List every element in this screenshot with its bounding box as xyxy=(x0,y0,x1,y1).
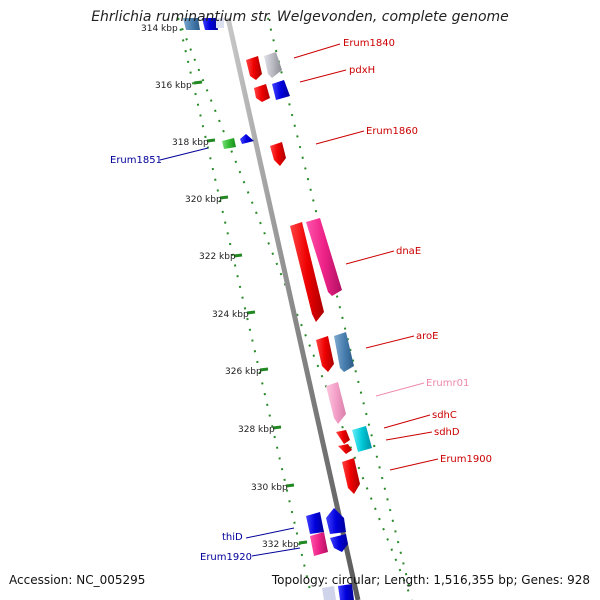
gene-feature[interactable] xyxy=(330,534,348,552)
ruler-tick xyxy=(219,195,229,200)
gene-feature[interactable] xyxy=(322,586,336,600)
leader-line xyxy=(383,414,431,429)
leader-line xyxy=(299,69,347,83)
ruler-tick xyxy=(272,425,282,430)
ruler-tick xyxy=(206,138,216,143)
leader-line xyxy=(293,43,341,59)
leader-line xyxy=(245,527,295,539)
gene-feature[interactable] xyxy=(326,382,346,424)
gene-feature[interactable] xyxy=(290,222,324,322)
leader-line xyxy=(251,547,301,557)
leader-line xyxy=(385,431,433,441)
gene-label-erum1900[interactable]: Erum1900 xyxy=(440,454,492,465)
genome-backbone xyxy=(225,17,361,600)
ruler-label: 324 kbp xyxy=(212,310,249,320)
gene-feature[interactable] xyxy=(272,80,290,100)
ruler-tick xyxy=(298,540,308,545)
map-title: Ehrlichia ruminantium str. Welgevonden, … xyxy=(91,9,509,25)
gene-feature[interactable] xyxy=(338,444,352,454)
leader-line xyxy=(375,382,425,397)
gene-feature[interactable] xyxy=(336,430,350,444)
gene-feature[interactable] xyxy=(316,336,334,372)
ruler-label: 318 kbp xyxy=(172,138,209,148)
ruler-tick xyxy=(193,80,203,85)
label-leaders xyxy=(159,43,439,557)
ruler-label: 332 kbp xyxy=(262,540,299,550)
gene-feature[interactable] xyxy=(338,584,354,600)
gene-feature[interactable] xyxy=(183,18,200,30)
ruler-label: 316 kbp xyxy=(155,81,192,91)
gene-label-thid[interactable]: thiD xyxy=(222,532,243,543)
leader-line xyxy=(159,147,209,161)
gene-label-pdxh[interactable]: pdxH xyxy=(349,65,375,76)
ruler-tick xyxy=(259,367,269,372)
leader-line xyxy=(315,130,365,145)
leader-line xyxy=(365,335,415,349)
gene-label-erum1840[interactable]: Erum1840 xyxy=(343,38,395,49)
leader-line xyxy=(389,458,439,471)
gene-feature[interactable] xyxy=(306,218,342,296)
gene-feature[interactable] xyxy=(222,138,236,149)
ruler-labels: 314 kbp 316 kbp 318 kbp 320 kbp 322 kbp … xyxy=(141,24,299,550)
gene-feature[interactable] xyxy=(246,56,262,80)
ruler-tick xyxy=(285,483,295,488)
gene-feature[interactable] xyxy=(216,18,224,28)
gene-label-aroe[interactable]: aroE xyxy=(416,331,438,342)
gene-feature[interactable] xyxy=(352,426,372,452)
ruler-label: 326 kbp xyxy=(225,367,262,377)
ruler-label: 322 kbp xyxy=(199,252,236,262)
gene-features xyxy=(183,18,372,600)
gene-label-sdhd[interactable]: sdhD xyxy=(434,427,460,438)
gene-feature[interactable] xyxy=(264,52,282,78)
gene-feature[interactable] xyxy=(334,332,354,372)
gene-labels: Erum1840 pdxH Erum1860 Erum1851 dnaE aro… xyxy=(110,38,492,563)
gene-feature[interactable] xyxy=(306,512,324,534)
ruler-label: 328 kbp xyxy=(238,425,275,435)
ruler-tick xyxy=(246,310,256,315)
gene-feature[interactable] xyxy=(342,458,360,494)
accession-label: Accession: NC_005295 xyxy=(9,573,146,587)
ruler-tick xyxy=(233,253,243,258)
gene-feature[interactable] xyxy=(310,532,328,556)
gene-label-sdhc[interactable]: sdhC xyxy=(432,410,457,421)
gene-feature[interactable] xyxy=(254,84,270,102)
gene-feature[interactable] xyxy=(240,134,254,144)
gene-feature[interactable] xyxy=(202,18,218,30)
genome-summary-label: Topology: circular; Length: 1,516,355 bp… xyxy=(271,573,590,587)
gene-label-erum1851[interactable]: Erum1851 xyxy=(110,155,162,166)
gene-feature[interactable] xyxy=(326,508,346,534)
gene-label-erumr01[interactable]: Erumr01 xyxy=(426,378,469,389)
gene-label-erum1860[interactable]: Erum1860 xyxy=(366,126,418,137)
ruler-label: 330 kbp xyxy=(251,483,288,493)
gene-label-erum1920[interactable]: Erum1920 xyxy=(200,552,252,563)
ruler-label: 320 kbp xyxy=(185,195,222,205)
gene-label-dnae[interactable]: dnaE xyxy=(396,246,421,257)
gene-feature[interactable] xyxy=(270,142,286,166)
leader-line xyxy=(345,250,395,265)
ruler-label: 314 kbp xyxy=(141,24,178,34)
